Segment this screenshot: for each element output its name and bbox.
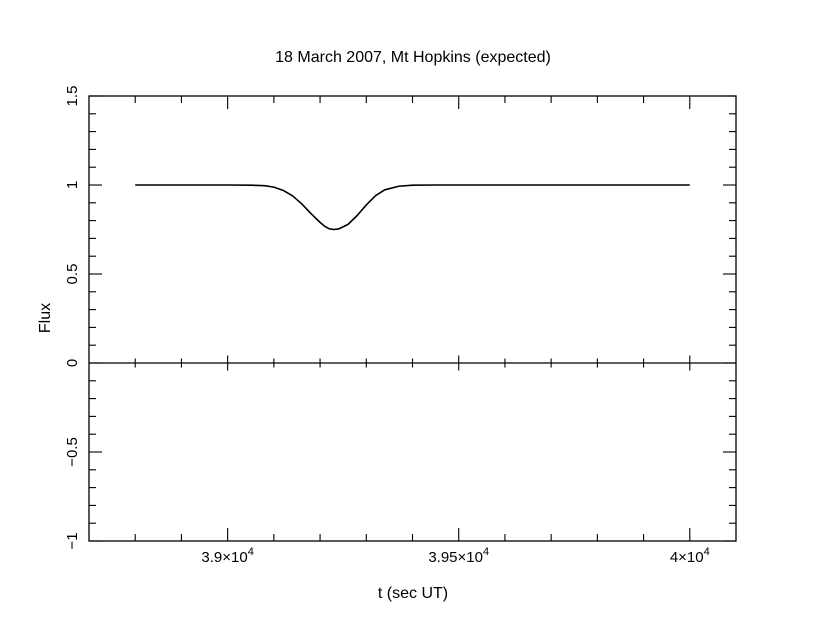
x-tick-label: 3.9×104 [201, 546, 253, 566]
chart-title: 18 March 2007, Mt Hopkins (expected) [275, 49, 551, 66]
y-tick-label: 0 [64, 359, 81, 367]
x-tick-label: 4×104 [670, 546, 710, 566]
flux-series-line [135, 184, 690, 231]
x-tick-label: 3.95×104 [428, 546, 489, 566]
y-tick-label: 1 [64, 181, 81, 189]
y-axis-label: Flux [37, 303, 54, 333]
y-tick-label: −1 [64, 532, 81, 549]
plot-frame [88, 95, 737, 542]
y-tick-label: 1.5 [64, 86, 81, 107]
y-tick-label: −0.5 [64, 437, 81, 467]
y-tick-label: 0.5 [64, 264, 81, 285]
x-axis-label: t (sec UT) [378, 585, 448, 602]
plot-area: 3.9×104 3.95×104 4×104 −1 −0.5 0 0.5 1 1.5 [64, 86, 737, 566]
